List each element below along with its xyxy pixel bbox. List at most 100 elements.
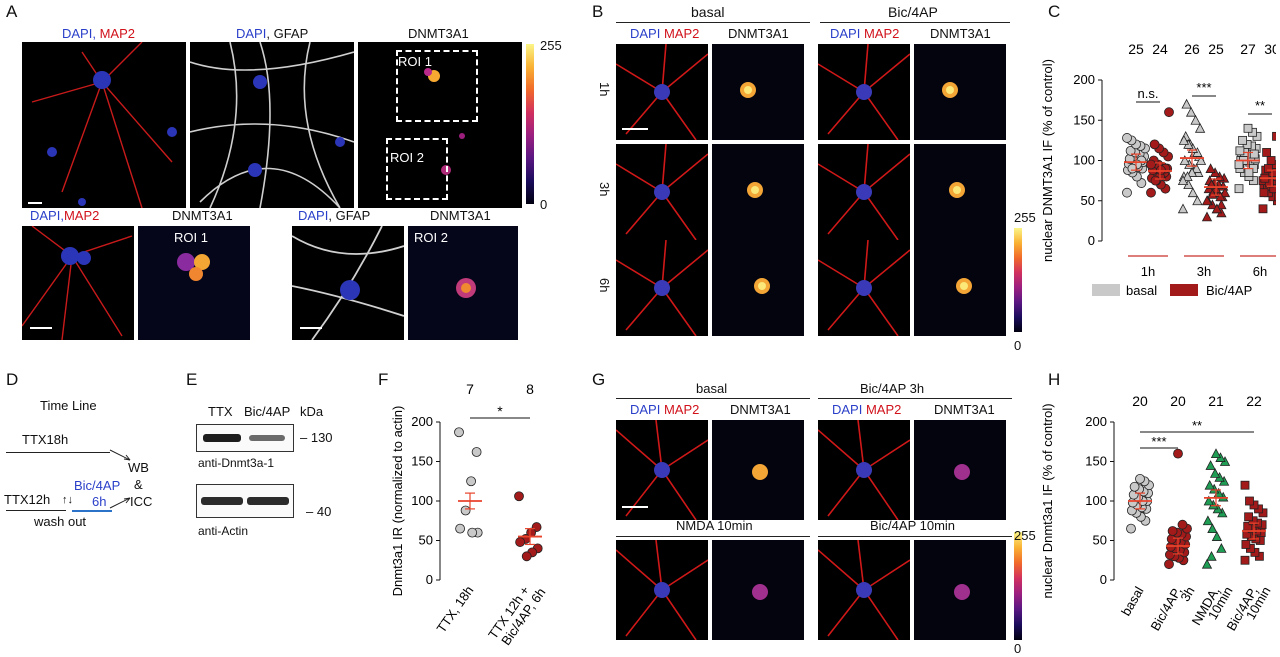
comma: , (328, 208, 332, 223)
cell-image (616, 540, 708, 640)
data-point (1240, 480, 1250, 490)
n-count: 25 (1128, 41, 1144, 57)
y-tick-label: 200 (411, 414, 433, 429)
sig-label: *** (1196, 80, 1211, 95)
wash-out-label: wash out (34, 514, 87, 529)
map2-label: MAP2 (663, 26, 700, 41)
blot-dnmt (196, 424, 294, 452)
y-tick-label: 50 (419, 533, 433, 548)
cell-image (616, 144, 708, 240)
dapi-label: DAPI (236, 26, 267, 41)
cell-image (942, 82, 958, 98)
e-bic: Bic/4AP (244, 404, 291, 419)
data-point (1178, 135, 1190, 145)
data-point (1273, 192, 1276, 202)
roi-2-box (386, 138, 448, 200)
dapi-label: DAPI (630, 402, 661, 417)
group-label: 6h (1253, 264, 1267, 279)
colorbar-b-max: 255 (1014, 210, 1036, 225)
data-point (1219, 187, 1231, 198)
g-bic10: Bic/4AP 10min (870, 518, 956, 533)
e-ttx: TTX (208, 404, 233, 419)
n-count: 24 (1152, 41, 1168, 57)
g-head-4: DNMT3A1 (934, 402, 995, 417)
data-point (521, 551, 532, 562)
legend-basal: basal (1126, 283, 1157, 298)
data-point (1177, 203, 1189, 214)
data-point (1164, 559, 1174, 570)
data-point (1235, 146, 1245, 156)
scale-bar (30, 327, 52, 329)
scale-bar (622, 128, 648, 130)
data-point (1258, 204, 1268, 214)
data-point (1182, 171, 1193, 182)
micrograph-roi1-map2 (22, 226, 134, 340)
micrograph-a-dnmt: ROI 1 ROI 2 (358, 42, 522, 208)
ttx12-line (6, 510, 66, 511)
cell-image (616, 420, 708, 520)
panel-label-g: G (592, 370, 606, 389)
colorbar-g-max: 255 (1014, 528, 1036, 543)
scale-bar (28, 202, 42, 204)
scale-bar (300, 327, 322, 329)
b-row-label: 6h (597, 278, 612, 293)
panel-label-d: D (6, 370, 19, 389)
data-point (1234, 184, 1244, 194)
legend-bic: Bic/4AP (1206, 283, 1252, 298)
data-point (1179, 155, 1190, 165)
cell-image (956, 278, 972, 294)
g-head-2: DNMT3A1 (730, 402, 791, 417)
y-tick-label: 0 (1088, 233, 1095, 248)
bic-6h-label: 6h (92, 494, 107, 509)
data-point (1177, 175, 1189, 186)
data-point (1241, 540, 1251, 549)
marker-130: – 130 (300, 430, 333, 445)
n-count: 30 (1264, 41, 1276, 57)
a4-label: DAPI,MAP2 (30, 208, 99, 223)
legend-swatch-basal (1092, 284, 1120, 296)
b-bic: Bic/4AP (888, 4, 938, 20)
micrograph-b-1-2 (818, 144, 910, 240)
band-bic (249, 435, 285, 441)
data-point (1201, 558, 1213, 569)
b-head-4: DNMT3A1 (930, 26, 991, 41)
n-count: 26 (1184, 41, 1200, 57)
data-point (1210, 448, 1222, 458)
sig-label: *** (1151, 434, 1166, 449)
map2-label: MAP2 (95, 26, 135, 41)
marker-40: – 40 (306, 504, 332, 519)
data-point (1202, 515, 1214, 526)
roi1-map2-image (22, 226, 133, 340)
n-count: 8 (526, 381, 534, 397)
roi1-dnmt-image (177, 253, 210, 281)
cell-image (818, 420, 910, 520)
data-point (454, 427, 464, 438)
micrograph-b-0-1 (712, 44, 804, 140)
data-point (460, 505, 471, 516)
data-point (1262, 148, 1272, 157)
band-actin-bic (247, 497, 289, 505)
ttx12-label: TTX12h (4, 492, 51, 507)
scale-bar (622, 506, 648, 508)
n-count: 7 (466, 381, 474, 397)
dapi-label: DAPI (62, 26, 93, 41)
micrograph-g-0-3 (914, 420, 1006, 520)
data-point (1201, 195, 1213, 206)
sig-label: n.s. (1138, 86, 1159, 101)
a1-label: DAPI, MAP2 (62, 26, 135, 41)
map2-label: MAP2 (63, 208, 100, 223)
data-point (1205, 460, 1216, 470)
timeline-arrows (109, 449, 131, 509)
data-point (1173, 448, 1183, 459)
data-point (1207, 188, 1218, 199)
data-point (1211, 203, 1223, 214)
g-basal: basal (696, 381, 728, 396)
data-point (1185, 106, 1197, 117)
micrograph-a-map2 (22, 42, 186, 208)
e-kda: kDa (300, 404, 324, 419)
sig-label: ** (1192, 418, 1202, 433)
data-point (1269, 184, 1276, 194)
y-tick-label: 50 (1093, 533, 1107, 548)
data-point (1190, 114, 1201, 125)
bic-label: Bic/4AP (74, 478, 121, 493)
